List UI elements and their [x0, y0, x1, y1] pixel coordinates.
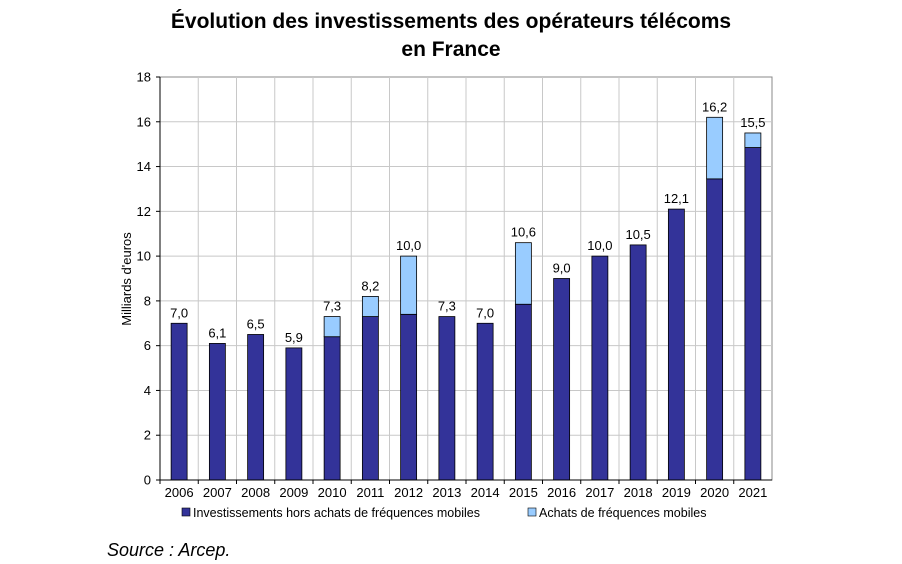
- chart-title-line-2: en France: [401, 38, 501, 61]
- bar-investments: [247, 334, 265, 481]
- total-value-label: 10,5: [625, 227, 650, 242]
- bar-investments: [438, 316, 456, 481]
- total-value-label: 10,0: [396, 238, 421, 253]
- total-value-label: 7,0: [170, 305, 188, 320]
- total-value-label: 12,1: [664, 191, 689, 206]
- total-value-label: 7,3: [438, 299, 456, 314]
- y-tick-label: 12: [137, 204, 151, 219]
- bar-investments: [667, 208, 685, 481]
- y-axis-label: Milliards d'euros: [119, 232, 134, 326]
- source-note: Source : Arcep.: [107, 540, 231, 560]
- y-tick-label: 4: [144, 383, 151, 398]
- legend-label-investments: Investissements hors achats de fréquence…: [193, 506, 480, 520]
- total-value-label: 10,0: [587, 238, 612, 253]
- y-tick-label: 2: [144, 428, 151, 443]
- bar-frequency-purchases: [744, 132, 762, 148]
- bar-investments: [629, 244, 647, 481]
- bar-investments: [591, 255, 609, 481]
- total-value-label: 16,2: [702, 99, 727, 114]
- y-tick-label: 8: [144, 293, 151, 308]
- x-tick-label: 2008: [241, 485, 270, 500]
- x-tick-label: 2010: [318, 485, 347, 500]
- total-value-label: 6,5: [247, 316, 265, 331]
- total-value-label: 7,0: [476, 305, 494, 320]
- bar-investments: [400, 313, 418, 481]
- x-tick-label: 2007: [203, 485, 232, 500]
- bar-investments: [553, 278, 571, 481]
- x-tick-label: 2006: [165, 485, 194, 500]
- x-tick-label: 2012: [394, 485, 423, 500]
- x-tick-label: 2016: [547, 485, 576, 500]
- chart-title-line-1: Évolution des investissements des opérat…: [170, 10, 732, 33]
- axes: 0 2 4 6 8 10 12 14 16 18 2006 2007 2008 2009 2010 2011 2…: [137, 70, 772, 500]
- total-value-label: 5,9: [285, 330, 303, 345]
- y-tick-label: 14: [137, 159, 151, 174]
- x-tick-label: 2013: [432, 485, 461, 500]
- bar-frequency-purchases: [400, 255, 418, 315]
- bar-investments: [744, 147, 762, 481]
- total-value-label: 9,0: [553, 261, 571, 276]
- x-tick-label: 2019: [662, 485, 691, 500]
- y-tick-label: 16: [137, 114, 151, 129]
- data-labels: 7,0 6,1 6,5 5,9 7,3 8,2 10,0 7,3 7,0 10,6 9,0 10,0 1…: [170, 99, 765, 345]
- bar-investments: [476, 322, 494, 481]
- x-tick-label: 2021: [738, 485, 767, 500]
- y-tick-label: 6: [144, 338, 151, 353]
- x-tick-label: 2017: [585, 485, 614, 500]
- bar-chart: 7,0 6,1 6,5 5,9 7,3 8,2 10,0 7,3 7,0 10,6 9,0 10,0 1…: [119, 70, 773, 520]
- bar-frequency-purchases: [706, 116, 724, 180]
- bar-investments: [361, 316, 379, 481]
- y-tick-label: 0: [144, 473, 151, 488]
- total-value-label: 10,6: [511, 225, 536, 240]
- x-tick-label: 2011: [356, 485, 384, 500]
- x-tick-label: 2020: [700, 485, 729, 500]
- x-tick-label: 2018: [624, 485, 653, 500]
- legend: Investissements hors achats de fréquence…: [181, 506, 706, 520]
- bar-investments: [170, 322, 188, 481]
- bar-frequency-purchases: [361, 296, 379, 317]
- y-tick-label: 10: [137, 249, 151, 264]
- bar-investments: [323, 336, 341, 481]
- total-value-label: 7,3: [323, 299, 341, 314]
- bar-investments: [208, 343, 226, 481]
- bar-investments: [706, 178, 724, 481]
- total-value-label: 8,2: [361, 278, 379, 293]
- total-value-label: 6,1: [208, 325, 226, 340]
- x-tick-label: 2014: [471, 485, 500, 500]
- y-tick-label: 18: [137, 70, 151, 85]
- x-tick-label: 2009: [279, 485, 308, 500]
- total-value-label: 15,5: [740, 115, 765, 130]
- legend-label-frequency-purchases: Achats de fréquences mobiles: [539, 506, 706, 520]
- bar-investments: [514, 303, 532, 481]
- bar-investments: [285, 347, 303, 481]
- x-tick-label: 2015: [509, 485, 538, 500]
- legend-swatch-frequency-purchases: [527, 507, 537, 517]
- bar-frequency-purchases: [514, 242, 532, 305]
- legend-swatch-investments: [181, 507, 191, 517]
- bars: [170, 116, 762, 481]
- bar-frequency-purchases: [323, 316, 341, 338]
